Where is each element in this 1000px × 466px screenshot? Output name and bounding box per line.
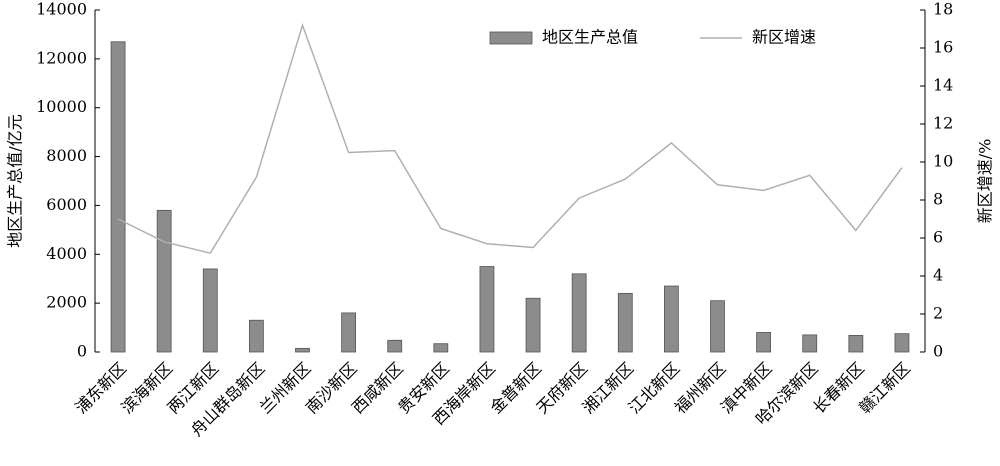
bar	[710, 300, 725, 353]
y2-tick-label: 18	[933, 0, 953, 19]
y2-tick-label: 10	[933, 152, 953, 171]
legend-swatch	[489, 31, 533, 45]
legend-label: 新区增速	[752, 28, 816, 47]
bar	[110, 41, 126, 353]
y-tick-label: 2000	[46, 293, 87, 312]
bar	[663, 285, 679, 353]
bar	[479, 266, 495, 353]
legend-label: 地区生产总值	[542, 28, 638, 47]
y2-tick-label: 12	[933, 114, 953, 133]
y2-axis-label: 新区增速/%	[976, 139, 995, 224]
y-tick-label: 14000	[36, 0, 87, 19]
bar	[387, 339, 403, 353]
y2-tick-label: 8	[933, 190, 943, 209]
y-tick-label: 8000	[46, 146, 87, 165]
y2-tick-label: 6	[933, 228, 943, 247]
bar	[756, 332, 772, 353]
y-tick-label: 10000	[36, 97, 87, 116]
bar	[295, 347, 310, 353]
bar	[202, 268, 218, 353]
bar	[894, 333, 910, 353]
y2-tick-label: 0	[933, 342, 943, 361]
bar	[248, 319, 264, 353]
bar	[571, 273, 587, 353]
y2-tick-label: 14	[933, 76, 953, 95]
bar	[433, 343, 449, 353]
bar	[802, 334, 818, 353]
y2-tick-label: 16	[933, 38, 953, 57]
y-axis-label: 地区生产总值/亿元	[6, 114, 25, 247]
bar	[848, 334, 864, 353]
y2-tick-label: 4	[933, 266, 943, 285]
y-tick-label: 12000	[36, 48, 87, 67]
y-tick-label: 0	[77, 342, 87, 361]
y-tick-label: 4000	[46, 244, 87, 263]
bar	[525, 297, 541, 353]
bar	[156, 209, 172, 353]
y-tick-label: 6000	[46, 195, 87, 214]
bar	[617, 292, 633, 353]
y2-tick-label: 2	[933, 304, 943, 323]
bar	[341, 312, 357, 353]
x-tick-label: 赣江新区	[855, 359, 914, 418]
line	[117, 22, 903, 255]
